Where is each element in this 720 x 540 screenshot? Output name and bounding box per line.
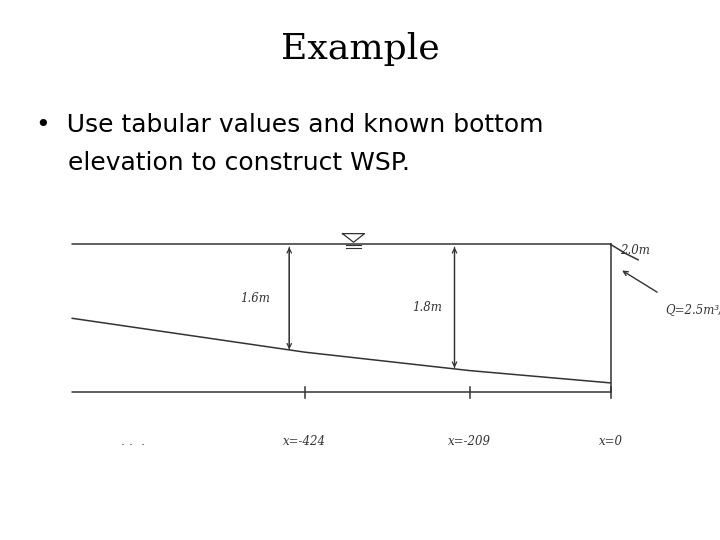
Text: elevation to construct WSP.: elevation to construct WSP. bbox=[36, 151, 410, 175]
Text: . .  .: . . . bbox=[121, 435, 145, 448]
Text: x=-424: x=-424 bbox=[283, 435, 326, 448]
Text: Example: Example bbox=[281, 32, 439, 66]
Text: 2.0m: 2.0m bbox=[620, 244, 649, 257]
Text: Q=2.5m³/s: Q=2.5m³/s bbox=[665, 303, 720, 316]
Text: 1.8m: 1.8m bbox=[412, 301, 442, 314]
Text: x=-209: x=-209 bbox=[449, 435, 491, 448]
Text: 1.6m: 1.6m bbox=[240, 292, 271, 305]
Text: •  Use tabular values and known bottom: • Use tabular values and known bottom bbox=[36, 113, 544, 137]
Text: x=0: x=0 bbox=[598, 435, 623, 448]
